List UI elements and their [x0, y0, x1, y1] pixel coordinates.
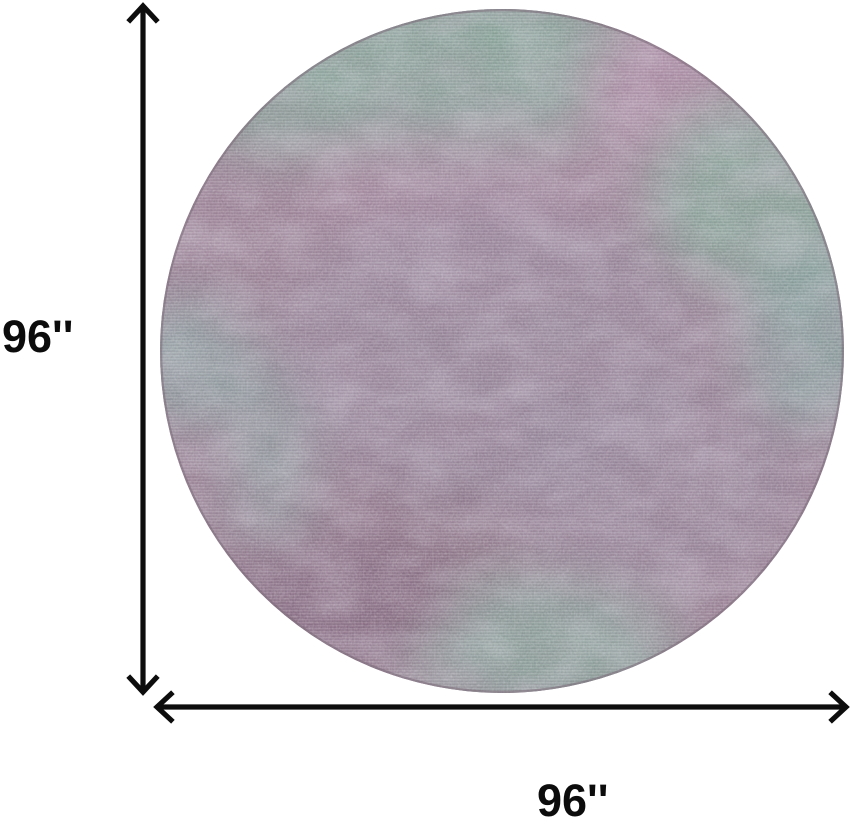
- height-dimension-label: 96'': [2, 311, 74, 362]
- rug-image: [158, 7, 846, 695]
- height-arrow-icon: [126, 2, 160, 696]
- width-arrow-icon: [153, 690, 850, 724]
- width-dimension-label: 96'': [537, 775, 609, 819]
- rug-artwork: [160, 9, 844, 693]
